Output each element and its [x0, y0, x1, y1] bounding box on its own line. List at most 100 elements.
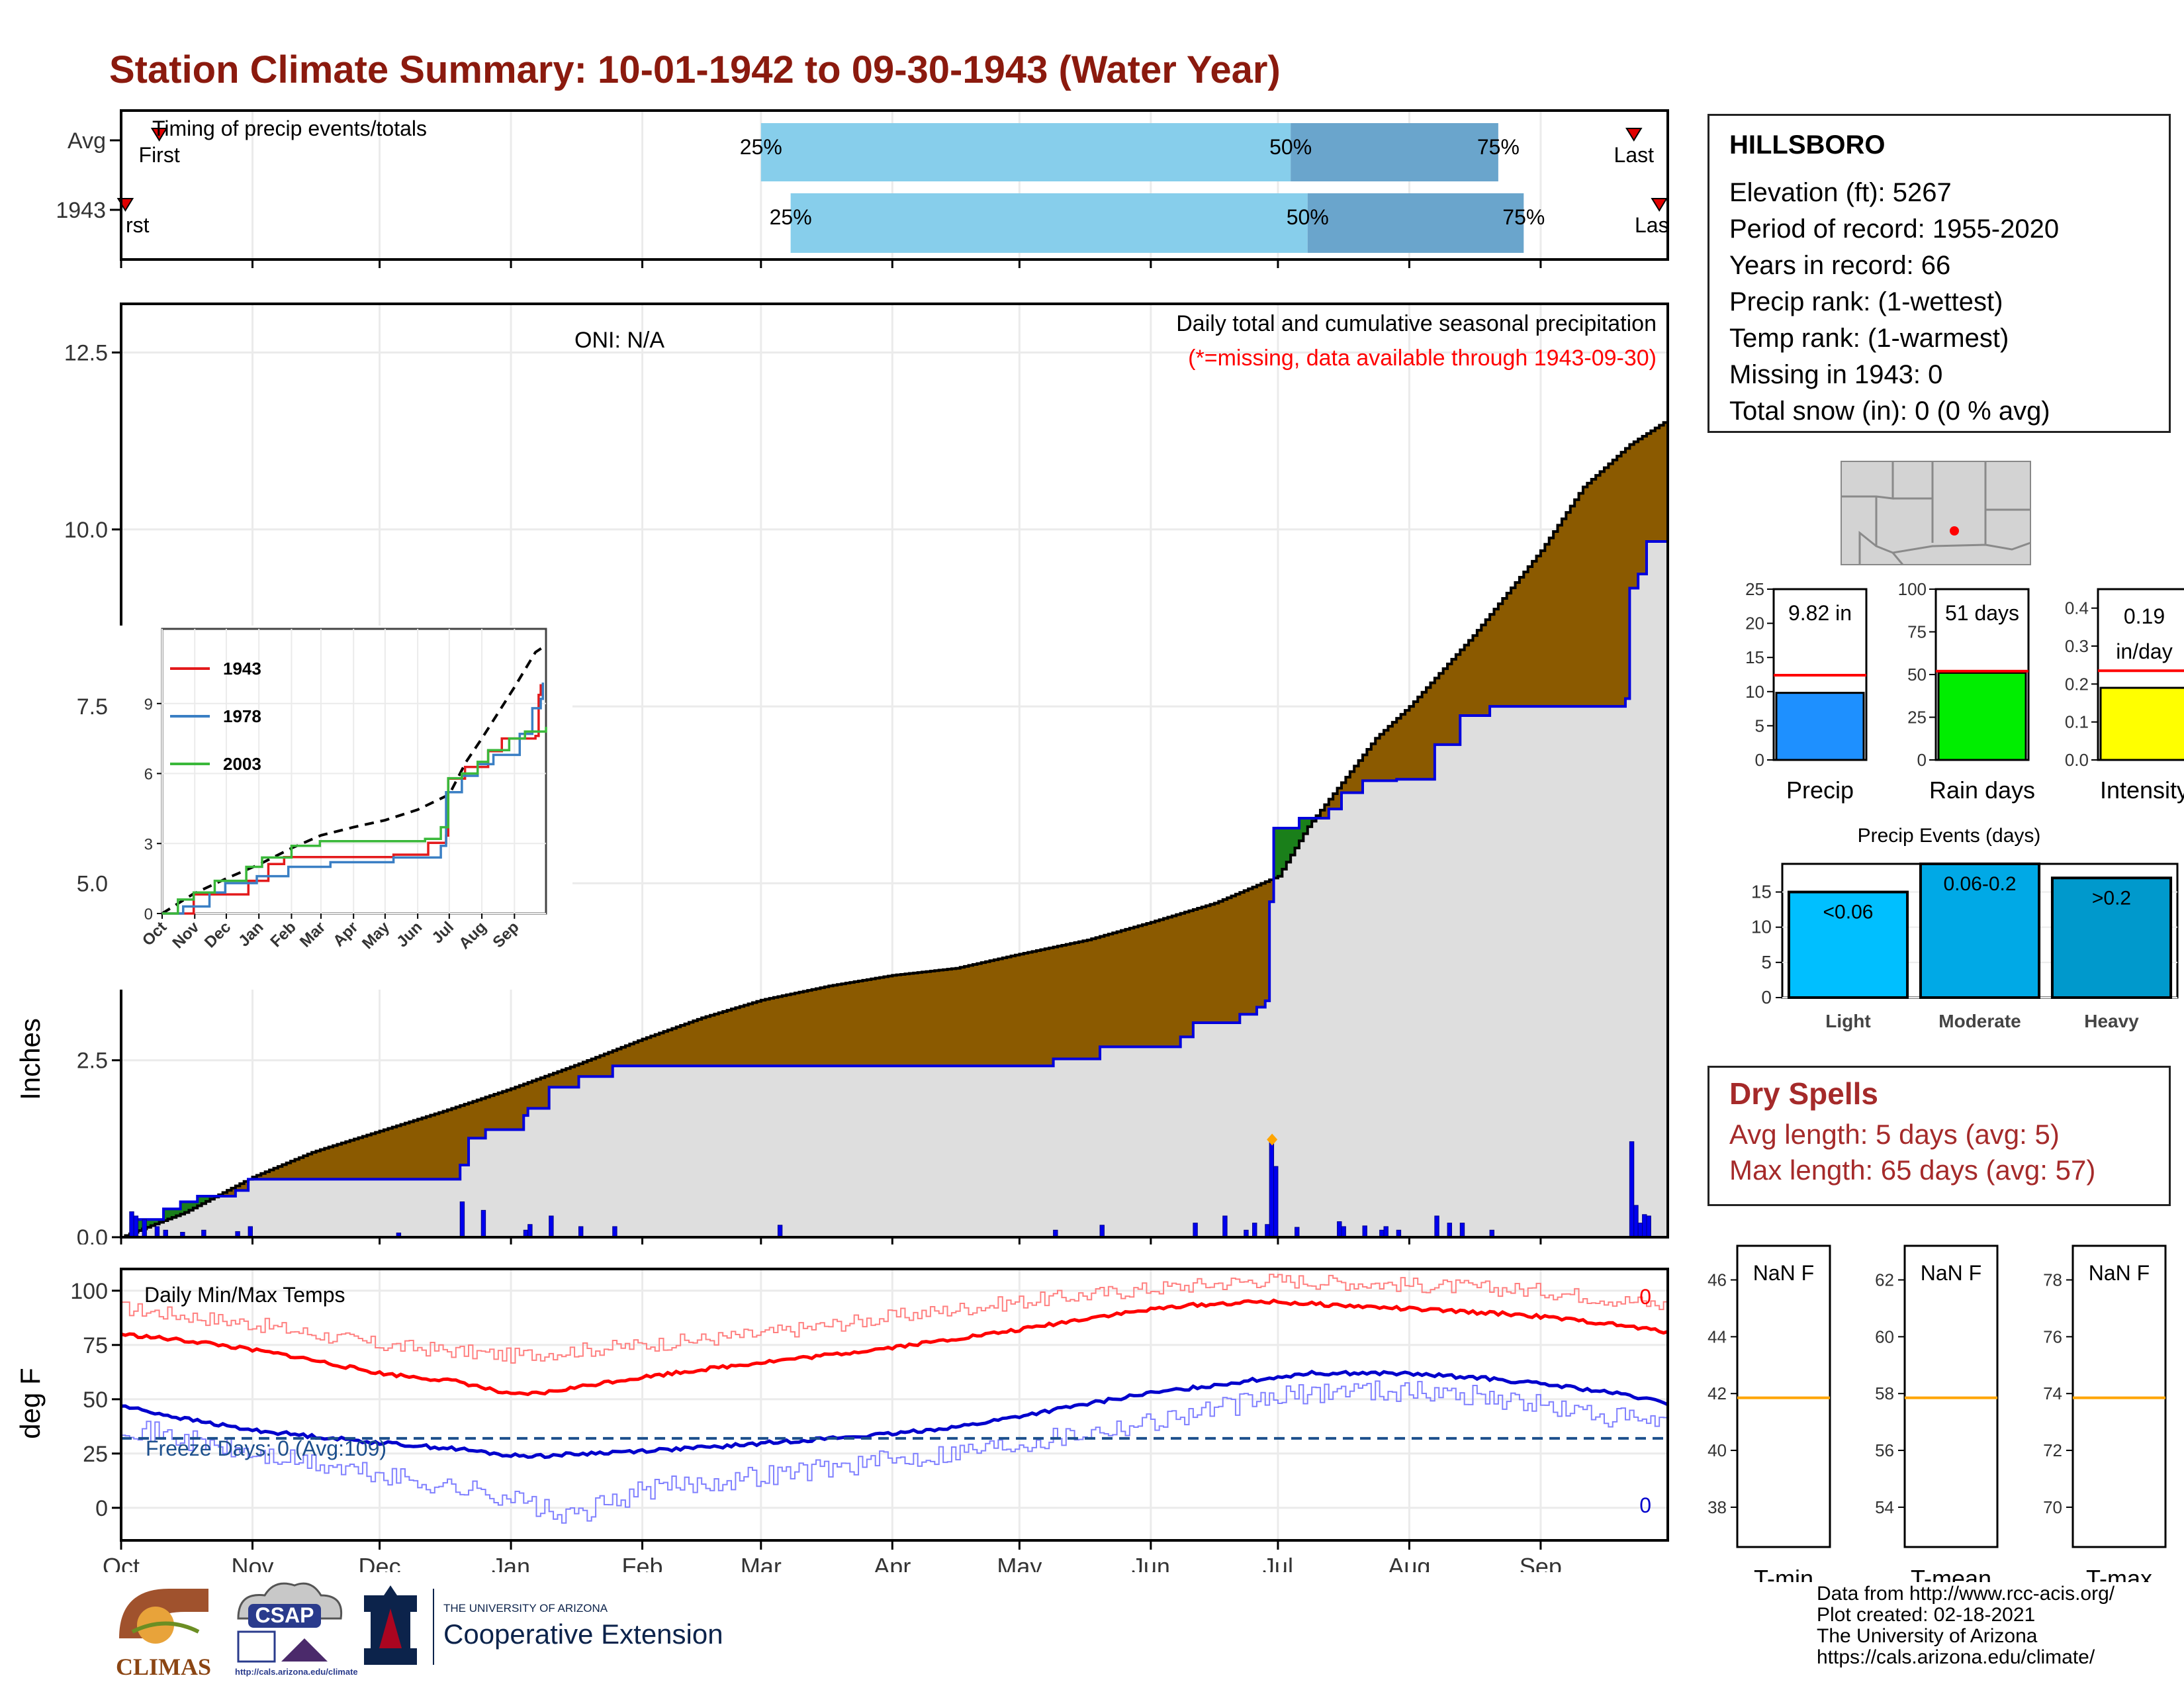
month-label: Mar [741, 1553, 782, 1572]
panel-xlabel: Intensity [2100, 776, 2184, 804]
tbox-ytick-label: 42 [1707, 1383, 1727, 1403]
panel-ytick-label: 20 [1745, 614, 1764, 633]
month-label: Aug [1388, 1553, 1430, 1572]
station-location-marker [1950, 526, 1959, 536]
tbox-value-label: NaN F [2089, 1261, 2150, 1285]
record-max-line [121, 1274, 1668, 1364]
station-snow: Total snow (in): 0 (0 % avg) [1729, 397, 2050, 426]
min-count: 0 [1639, 1493, 1651, 1517]
events-bar-label: 0.06-0.2 [1943, 873, 2016, 895]
month-label: Jul [1263, 1553, 1293, 1572]
events-category-label: Moderate [1938, 1011, 2021, 1031]
precip-ytick-label: 2.5 [77, 1049, 108, 1074]
freeze-days-label: Freeze Days: 0 (Avg:109) [146, 1436, 387, 1460]
panel-ytick-label: 100 [1898, 579, 1927, 599]
tbox-ytick-label: 54 [1875, 1497, 1894, 1517]
events-ytick-label: 15 [1751, 882, 1772, 902]
month-label: Nov [231, 1553, 273, 1572]
daily-precip-bar [578, 1226, 584, 1238]
events-bar [1919, 863, 2041, 999]
dry-spells-box: Dry Spells Avg length: 5 days (avg: 5) M… [1707, 1066, 2171, 1206]
panel-value-label: 51 days [1945, 601, 2019, 625]
daily-precip-bar [1362, 1225, 1367, 1238]
panel-xlabel: Precip [1786, 776, 1854, 804]
daily-precip-bar [1447, 1223, 1452, 1238]
panel-ytick-label: 0.1 [2065, 712, 2089, 732]
timing-bar-50-75 [1291, 123, 1498, 181]
daily-precip-bar [480, 1209, 486, 1238]
timing-row-label: 1943 [56, 198, 106, 223]
inset-ytick-label: 6 [144, 766, 153, 784]
station-temp-rank: Temp rank: (1-warmest) [1729, 324, 2009, 353]
first-event-label: First [139, 143, 180, 167]
avg-tmin-line [120, 1370, 1669, 1460]
inset-ytick-label: 9 [144, 696, 153, 714]
panel-ytick-label: 0.3 [2065, 636, 2089, 656]
month-label: Dec [359, 1553, 401, 1572]
dry-spells-max: Max length: 65 days (avg: 57) [1729, 1154, 2096, 1186]
station-precip-rank: Precip rank: (1-wettest) [1729, 287, 2003, 316]
temp-title: Daily Min/Max Temps [144, 1283, 345, 1307]
temp-summary-panels: 38 40 42 44 46 NaN F T-min 54 56 58 60 62 NaN F T-mea… [1707, 1244, 2167, 1582]
inset-legend-label: 1943 [223, 659, 261, 679]
precip-ytick-label: 10.0 [64, 518, 108, 543]
csap-logo: CSAP http://cals.arizona.edu/climate [235, 1582, 358, 1677]
inset-series-line-2003 [162, 727, 547, 915]
daily-precip-bar [549, 1215, 554, 1238]
precip-chart: 0.0 2.5 5.0 7.5 10.0 12.5 Inches ONI: N/A Dai… [15, 303, 1669, 1244]
daily-precip-bar [527, 1224, 533, 1238]
temp-ytick-label: 75 [83, 1333, 108, 1358]
daily-precip-bar [1295, 1227, 1300, 1238]
month-label: Sep [1520, 1553, 1562, 1572]
panel-ytick-label: 0.0 [2065, 750, 2089, 770]
temp-frame [120, 1268, 1669, 1542]
panel-value-bar [2099, 686, 2184, 761]
last-event-label: Las [1635, 213, 1669, 237]
temp-ytick-label: 0 [95, 1496, 108, 1521]
climas-logo: CLIMAS [116, 1589, 211, 1680]
dry-spells-avg: Avg length: 5 days (avg: 5) [1729, 1119, 2060, 1150]
events-ytick-label: 0 [1761, 987, 1772, 1008]
ua-logo: THE UNIVERSITY OF ARIZONA Cooperative Ex… [364, 1585, 723, 1665]
tbox-ytick-label: 44 [1707, 1327, 1727, 1346]
panel-value-label: 9.82 in [1788, 601, 1852, 625]
last-event-marker [1625, 128, 1643, 142]
precip-events-chart: Precip Events (days) 0 5 10 15 <0.06 Light 0.0… [1751, 825, 2179, 1031]
panel-ytick-label: 0.4 [2065, 598, 2089, 618]
daily-precip-bar [1341, 1226, 1346, 1238]
tbox-ytick-label: 72 [2043, 1440, 2062, 1460]
daily-precip-bar [133, 1215, 139, 1238]
summary-bar-panels: 0 5 10 15 20 25 9.82 in Precip 0 25 50 75 100 51 days… [1745, 579, 2184, 804]
station-name: HILLSBORO [1729, 130, 1886, 160]
observed-cumulative-line [121, 539, 1668, 1239]
credit-plot-created: Plot created: 02-18-2021 [1817, 1604, 2036, 1626]
daily-precip-bar [1637, 1223, 1643, 1238]
timing-p75-label: 75% [1477, 135, 1520, 159]
svg-text:CLIMAS: CLIMAS [116, 1654, 211, 1680]
events-ytick-label: 10 [1751, 917, 1772, 937]
dry-spells-title: Dry Spells [1729, 1076, 1878, 1111]
precip-ytick-label: 12.5 [64, 341, 108, 366]
daily-precip-bar [142, 1219, 147, 1238]
timing-p25-label: 25% [770, 205, 812, 229]
tbox-ytick-label: 46 [1707, 1270, 1727, 1290]
temp-chart: 0 25 50 75 100 deg F Daily Min/Max Temps Fre… [15, 1268, 1669, 1572]
timing-bar-25-50 [790, 193, 1308, 253]
first-event-marker [150, 128, 168, 142]
observed-cumulative-area [121, 541, 1668, 1238]
avg-cumulative-line [121, 420, 1669, 1239]
tbox-ytick-label: 78 [2043, 1270, 2062, 1290]
tbox-xlabel: T-max [2086, 1565, 2152, 1582]
events-bar-label: >0.2 [2092, 887, 2131, 909]
panel-ytick-label: 10 [1745, 682, 1764, 702]
tbox-ytick-label: 62 [1875, 1270, 1894, 1290]
station-missing: Missing in 1943: 0 [1729, 360, 1943, 389]
svg-text:THE UNIVERSITY OF ARIZONA: THE UNIVERSITY OF ARIZONA [443, 1602, 608, 1615]
tbox-ytick-label: 38 [1707, 1497, 1727, 1517]
daily-precip-bar [1646, 1215, 1651, 1238]
station-period: Period of record: 1955-2020 [1729, 214, 2060, 244]
temp-ytick-label: 100 [70, 1279, 108, 1304]
daily-precip-bar [777, 1225, 783, 1238]
daily-precip-bar [1383, 1226, 1388, 1238]
inset-legend-label: 1978 [223, 706, 261, 726]
